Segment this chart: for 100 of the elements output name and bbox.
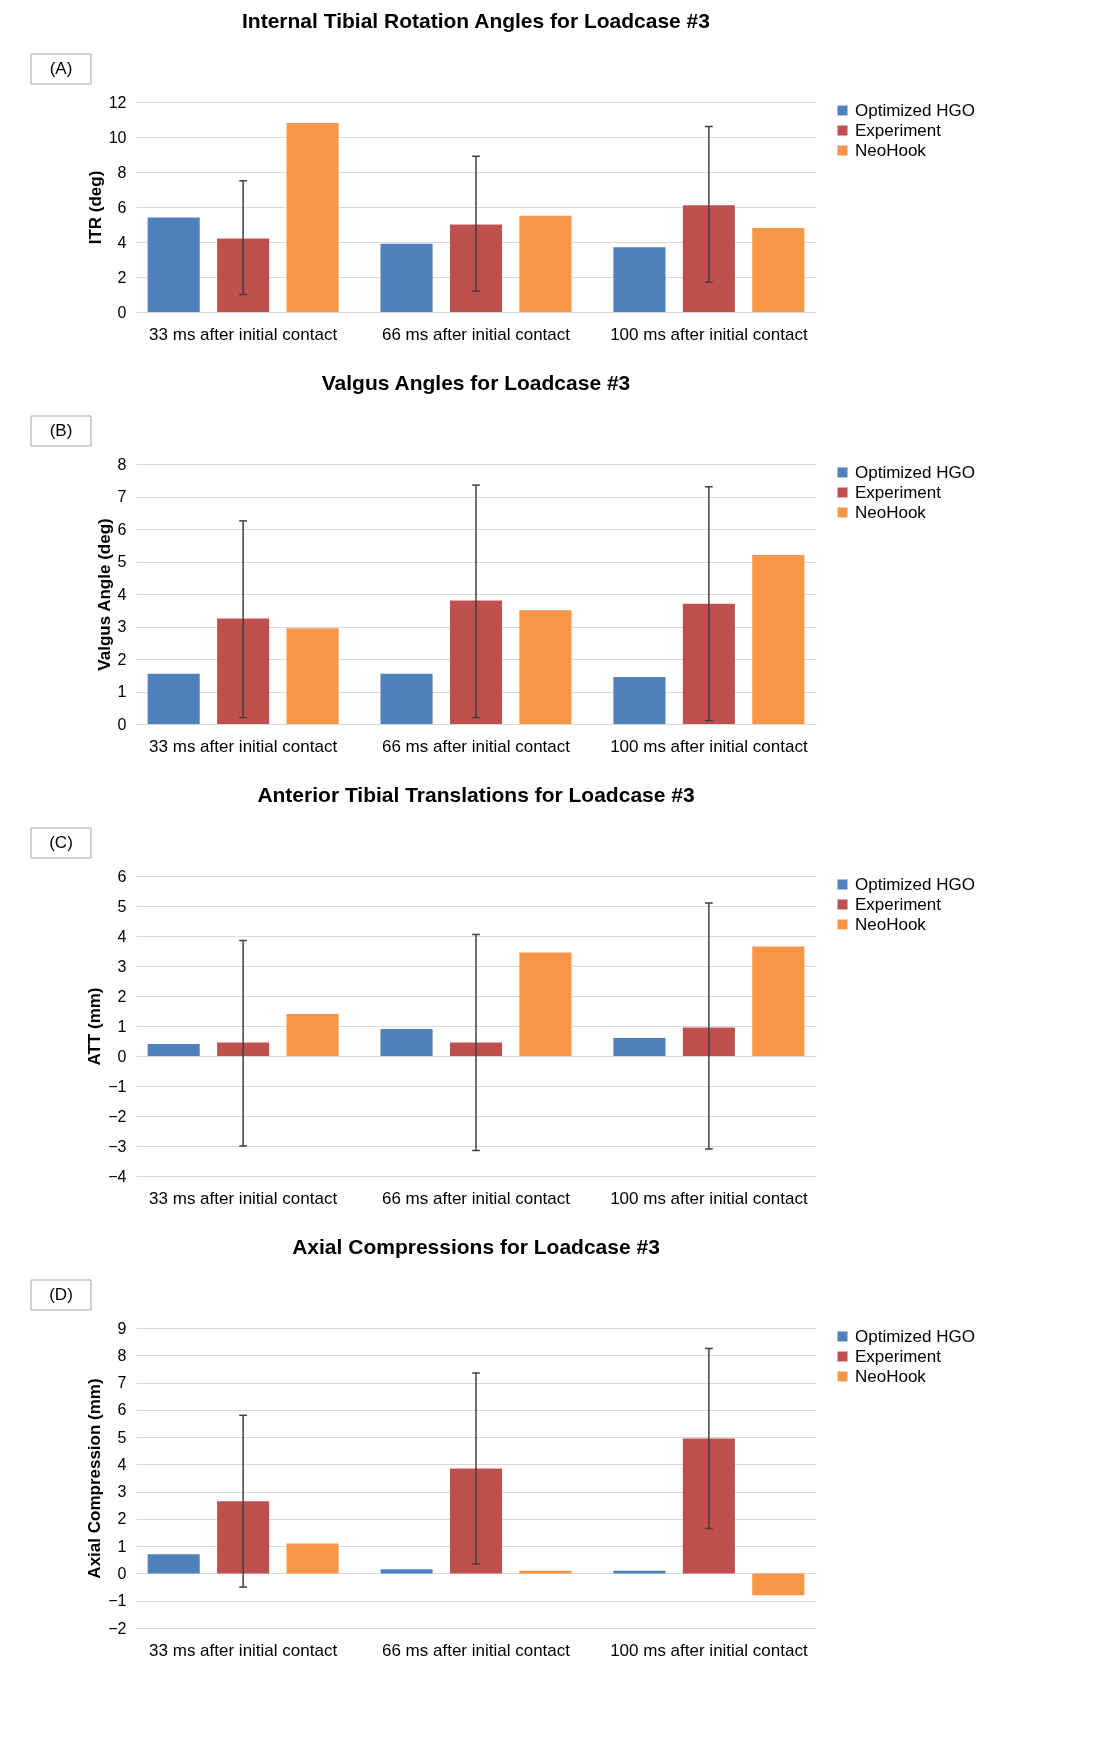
bar [613,247,666,312]
y-tick-label: 10 [108,128,127,146]
y-axis-title: Axial Compression (mm) [85,1378,105,1579]
bar [519,215,572,312]
bar [286,123,339,312]
text: (A) [49,59,73,78]
bar [752,1573,805,1596]
bar [147,217,200,312]
bar [217,1042,270,1056]
y-tick-label: 4 [117,927,127,945]
y-tick-label: −4 [108,1167,127,1185]
chart-title: Internal Tibial Rotation Angles for Loadcase #3 [242,8,710,32]
y-tick-label: 4 [117,233,127,251]
legend-label: NeoHook [855,914,927,934]
x-tick-label: 100 ms after initial contact [610,736,808,756]
y-tick-label: 5 [117,1428,127,1446]
y-tick-label: 9 [117,1319,127,1337]
y-tick-label: −1 [108,1077,127,1095]
y-tick-label: 3 [117,957,127,975]
legend-label: Optimized HGO [855,1326,975,1346]
y-tick-label: 6 [117,198,127,216]
y-tick-label: 2 [117,1510,127,1528]
bar [147,673,200,724]
legend-label: Experiment [855,1346,942,1366]
y-tick-label: −1 [108,1592,127,1610]
y-tick-label: 6 [117,1401,127,1419]
y-tick-label: 1 [117,683,127,700]
x-tick-label: 66 ms after initial contact [381,1188,571,1208]
legend-label: Experiment [855,482,942,502]
y-axis-title: ATT (mm) [85,987,105,1066]
y-tick-label: 8 [117,1346,127,1364]
x-tick-label: 100 ms after initial contact [610,324,808,344]
text: (B) [49,421,73,440]
y-tick-label: 2 [117,987,127,1005]
y-tick-label: 7 [117,488,127,505]
x-tick-label: 33 ms after initial contact [149,1640,338,1660]
bar [682,1027,735,1056]
legend-label: Optimized HGO [855,462,975,482]
legend-label: Optimized HGO [855,100,975,120]
bar [380,673,433,724]
x-tick-label: 100 ms after initial contact [610,1640,808,1660]
bar [286,628,339,724]
x-tick-label: 33 ms after initial contact [149,324,338,344]
y-tick-label: 2 [117,650,127,668]
y-tick-label: 0 [117,1564,127,1582]
y-tick-label: 6 [117,520,127,538]
x-tick-label: 33 ms after initial contact [149,736,338,756]
text: (C) [49,833,73,852]
y-tick-label: 12 [108,93,127,111]
x-tick-label: 100 ms after initial contact [610,1188,808,1208]
x-tick-label: 66 ms after initial contact [381,736,571,756]
bar [286,1543,339,1574]
bar [519,952,572,1056]
chart-title: Axial Compressions for Loadcase #3 [292,1234,660,1258]
legend-label: NeoHook [855,140,927,160]
bar [380,1569,433,1574]
bar [613,1038,666,1056]
x-tick-label: 66 ms after initial contact [381,1640,571,1660]
x-tick-label: 33 ms after initial contact [149,1188,338,1208]
bar [449,1042,503,1056]
y-tick-label: 6 [117,867,127,885]
y-tick-label: 0 [117,303,127,321]
y-tick-label: 1 [117,1017,127,1035]
bar [752,946,805,1056]
y-tick-label: 8 [117,163,127,181]
legend-label: Experiment [855,120,942,140]
bar [380,1029,433,1056]
bar [147,1554,200,1574]
bar [519,610,572,724]
bar [613,676,666,724]
y-tick-label: 5 [117,897,127,915]
text: (D) [49,1285,73,1304]
y-tick-label: 2 [117,268,127,286]
legend-label: NeoHook [855,1366,927,1386]
y-tick-label: 3 [117,618,127,635]
y-axis-title: Valgus Angle (deg) [94,518,114,671]
bar [286,1014,339,1056]
y-tick-label: 0 [117,715,127,733]
legend-label: Experiment [855,894,942,914]
y-tick-label: 1 [117,1537,127,1555]
y-tick-label: −3 [108,1137,127,1155]
chart-title: Anterior Tibial Translations for Loadcase #3 [257,782,695,806]
y-tick-label: 4 [117,585,127,603]
y-tick-label: 0 [117,1047,127,1065]
y-tick-label: −2 [108,1619,127,1637]
legend-label: Optimized HGO [855,874,975,894]
y-tick-label: 5 [117,553,127,570]
y-tick-label: 4 [117,1455,127,1473]
chart-title: Valgus Angles for Loadcase #3 [321,370,631,394]
y-tick-label: 3 [117,1483,127,1501]
x-tick-label: 66 ms after initial contact [381,324,571,344]
bar [380,243,433,312]
bar [752,228,805,312]
y-axis-title: ITR (deg) [85,170,105,245]
y-tick-label: 7 [117,1374,127,1392]
y-tick-label: 8 [117,455,127,473]
bar [752,555,805,724]
y-tick-label: −2 [108,1107,127,1125]
legend-label: NeoHook [855,502,927,522]
bar [147,1044,200,1056]
